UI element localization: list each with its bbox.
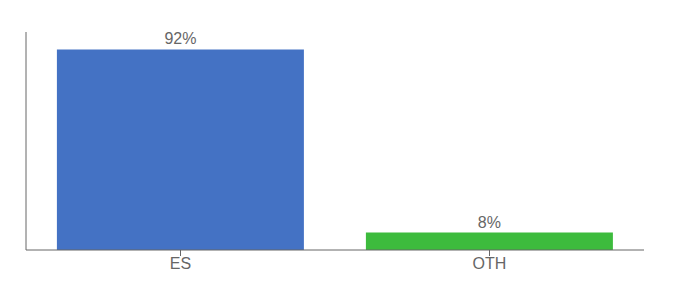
svg-text:92%: 92%	[164, 30, 196, 47]
svg-text:ES: ES	[170, 255, 191, 272]
svg-text:OTH: OTH	[473, 255, 507, 272]
svg-text:8%: 8%	[478, 214, 501, 231]
